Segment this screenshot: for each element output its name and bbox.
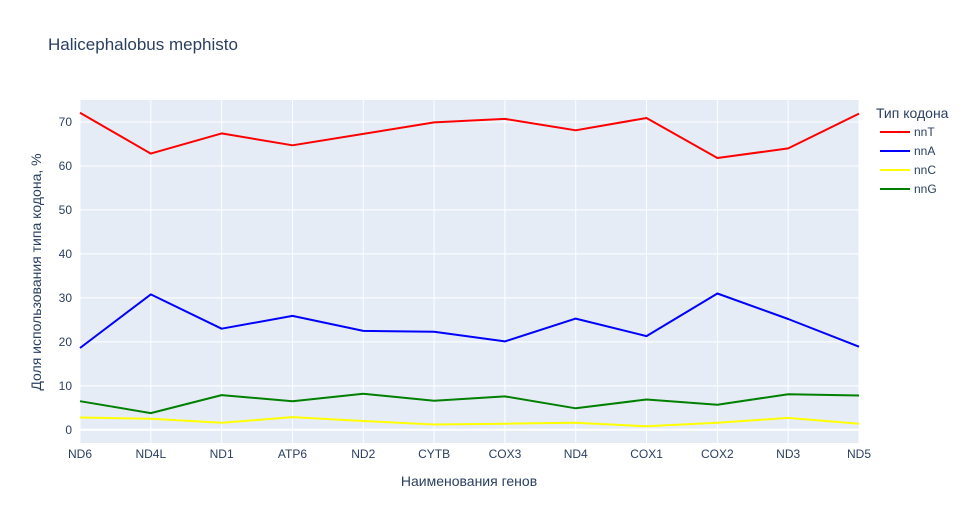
x-tick-label: COX2 — [701, 447, 734, 461]
plot-area — [80, 100, 859, 443]
y-tick-label: 40 — [59, 247, 73, 261]
y-axis-ticks: 0 10 20 30 40 50 60 70 — [59, 115, 73, 437]
y-tick-label: 60 — [59, 159, 73, 173]
x-tick-label: ND2 — [351, 447, 375, 461]
x-tick-label: ND5 — [847, 447, 871, 461]
x-tick-label: ND3 — [776, 447, 800, 461]
y-axis-title: Доля использования типа кодона, % — [28, 153, 44, 390]
series-line-nnG[interactable] — [79, 392, 860, 415]
legend-label: nnA — [914, 144, 935, 158]
legend-item-nnA[interactable]: nnA — [880, 144, 935, 158]
legend-item-nnG[interactable]: nnG — [880, 182, 937, 196]
series-line-nnT[interactable] — [79, 111, 860, 159]
x-axis-title: Наименования генов — [401, 473, 537, 489]
x-tick-label: ND1 — [210, 447, 234, 461]
chart-title: Halicephalobus mephisto — [48, 35, 238, 54]
x-tick-label: ATP6 — [278, 447, 307, 461]
x-tick-label: ND4L — [135, 447, 166, 461]
series-lines — [79, 111, 860, 428]
x-tick-label: ND6 — [68, 447, 92, 461]
gridlines — [79, 100, 860, 443]
y-tick-label: 0 — [65, 423, 72, 437]
y-tick-label: 50 — [59, 203, 73, 217]
y-tick-label: 70 — [59, 115, 73, 129]
legend-item-nnT[interactable]: nnT — [880, 125, 935, 139]
y-tick-label: 30 — [59, 291, 73, 305]
x-tick-label: COX1 — [630, 447, 663, 461]
x-tick-label: CYTB — [418, 447, 450, 461]
legend-item-nnC[interactable]: nnC — [880, 163, 936, 177]
legend-label: nnC — [914, 163, 936, 177]
y-tick-label: 10 — [59, 379, 73, 393]
legend-label: nnG — [914, 182, 937, 196]
series-line-nnC[interactable] — [79, 416, 860, 428]
legend-title: Тип кодона — [876, 105, 949, 121]
x-tick-label: COX3 — [489, 447, 522, 461]
legend[interactable]: Тип кодона nnT nnA nnC nnG — [876, 105, 949, 196]
x-axis-ticks: ND6 ND4L ND1 ATP6 ND2 CYTB COX3 ND4 COX1 COX2 ND3 N… — [68, 447, 871, 461]
x-tick-label: ND4 — [564, 447, 588, 461]
series-line-nnA[interactable] — [79, 292, 860, 349]
y-tick-label: 20 — [59, 335, 73, 349]
legend-label: nnT — [914, 125, 935, 139]
